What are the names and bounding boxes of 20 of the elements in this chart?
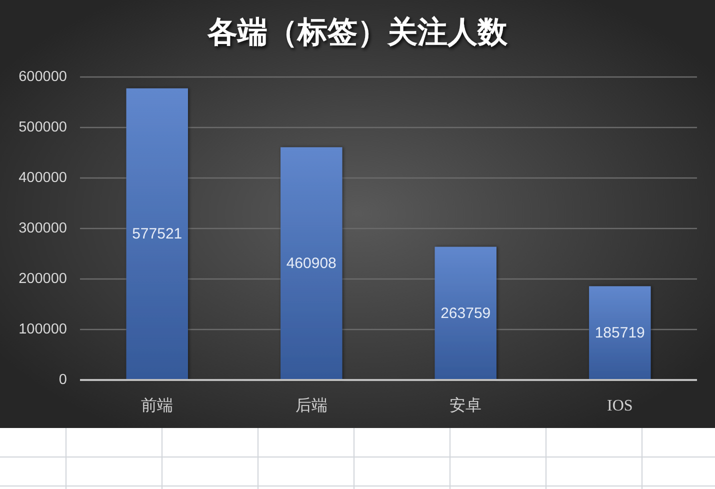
x-tick-label: IOS <box>606 398 633 414</box>
bar <box>126 88 188 380</box>
data-label: 263759 <box>440 304 491 322</box>
y-tick-label: 200000 <box>18 271 67 287</box>
x-tick-label: 后端 <box>295 396 328 414</box>
y-tick-label: 100000 <box>18 322 67 338</box>
chart-title: 各端（标签）关注人数 <box>206 15 508 49</box>
x-tick-label: 安卓 <box>450 396 482 414</box>
y-tick-label: 600000 <box>18 69 67 85</box>
bar <box>280 147 342 380</box>
y-tick-label: 300000 <box>18 220 67 236</box>
y-tick-label: 500000 <box>18 120 67 136</box>
y-tick-label: 400000 <box>18 170 67 186</box>
data-label: 185719 <box>594 324 645 342</box>
y-tick-label: 0 <box>58 372 67 388</box>
bar <box>589 286 651 380</box>
data-label: 460908 <box>286 255 336 272</box>
bar <box>434 246 496 380</box>
x-tick-label: 前端 <box>141 396 174 414</box>
data-label: 577521 <box>132 226 182 243</box>
